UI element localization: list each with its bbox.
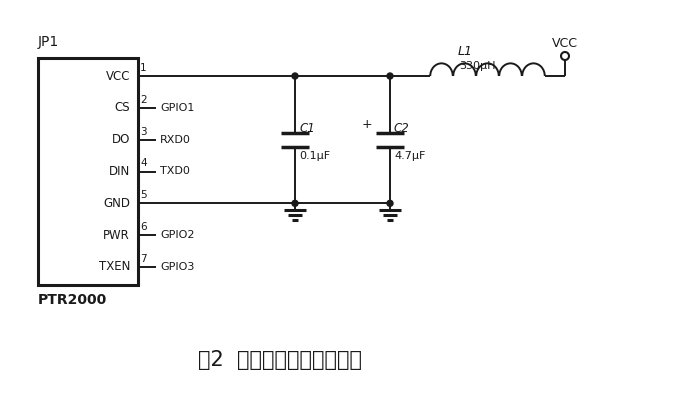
- Text: 6: 6: [140, 222, 147, 232]
- Circle shape: [387, 73, 393, 79]
- Text: VCC: VCC: [552, 37, 578, 50]
- Text: 图2  无线通信模块接口电路: 图2 无线通信模块接口电路: [198, 350, 362, 370]
- Text: DIN: DIN: [109, 165, 130, 178]
- Text: 1: 1: [140, 63, 147, 73]
- Text: 4.7μF: 4.7μF: [394, 151, 425, 161]
- Text: 0.1μF: 0.1μF: [299, 151, 330, 161]
- Text: TXD0: TXD0: [160, 166, 190, 177]
- Text: C1: C1: [299, 122, 315, 135]
- Text: PWR: PWR: [103, 229, 130, 242]
- Text: VCC: VCC: [105, 69, 130, 82]
- Text: JP1: JP1: [38, 35, 59, 49]
- Circle shape: [387, 200, 393, 206]
- Text: L1: L1: [457, 45, 473, 58]
- Text: GPIO2: GPIO2: [160, 230, 194, 240]
- Text: GPIO3: GPIO3: [160, 262, 194, 272]
- Text: 330μH: 330μH: [460, 61, 496, 71]
- Text: 5: 5: [140, 190, 147, 200]
- Circle shape: [292, 200, 298, 206]
- Text: DO: DO: [112, 133, 130, 146]
- Text: PTR2000: PTR2000: [38, 293, 107, 307]
- Text: C2: C2: [394, 122, 410, 135]
- Bar: [38, 58, 138, 285]
- Text: GPIO1: GPIO1: [160, 103, 194, 113]
- Text: GND: GND: [103, 197, 130, 210]
- Text: TXEN: TXEN: [99, 261, 130, 274]
- Text: 3: 3: [140, 127, 147, 137]
- Text: 2: 2: [140, 95, 147, 105]
- Text: 4: 4: [140, 158, 147, 168]
- Circle shape: [292, 73, 298, 79]
- Text: +: +: [361, 118, 372, 130]
- Text: RXD0: RXD0: [160, 135, 191, 145]
- Text: 7: 7: [140, 254, 147, 264]
- Text: CS: CS: [114, 101, 130, 114]
